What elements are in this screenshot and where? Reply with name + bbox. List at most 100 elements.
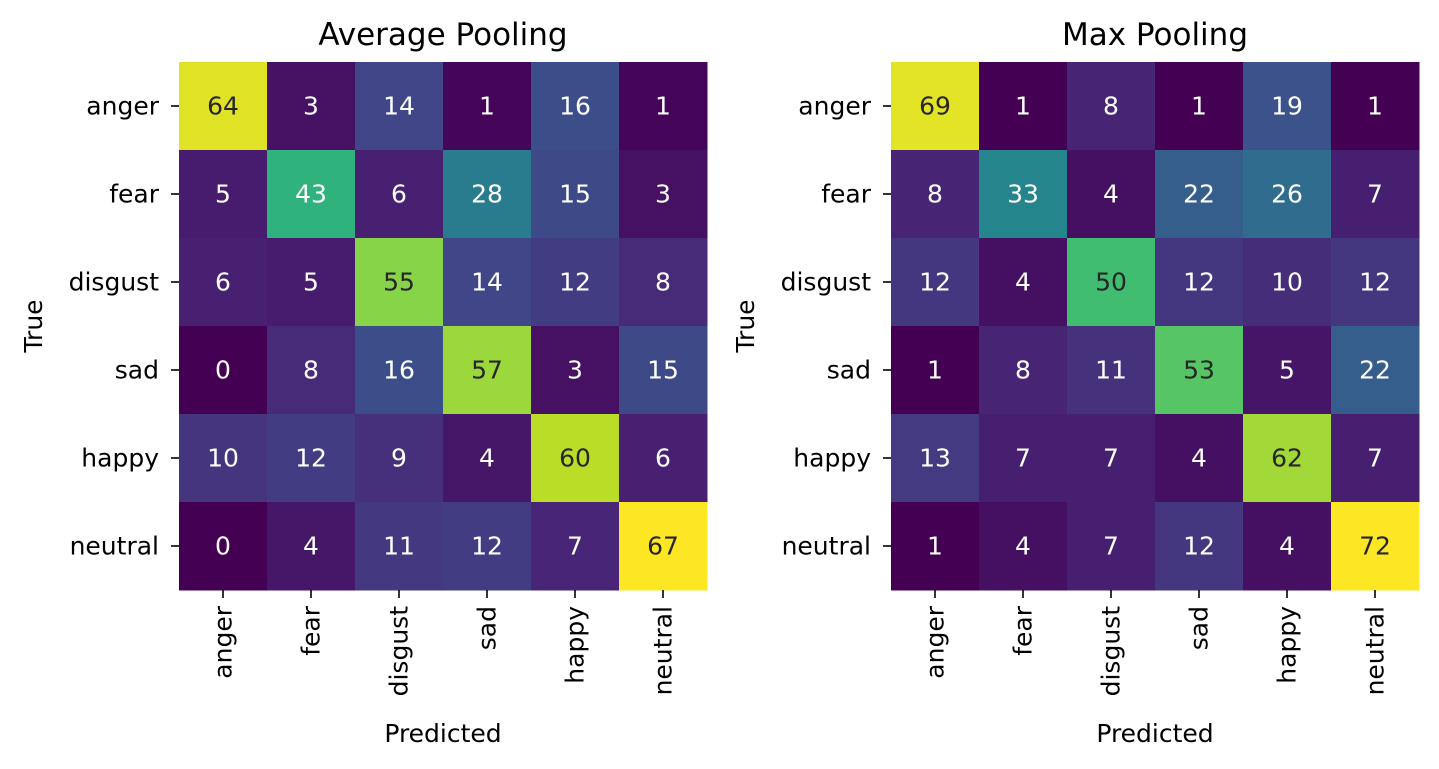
y-tick-label: disgust bbox=[69, 268, 160, 297]
cell-value-label: 12 bbox=[471, 532, 503, 561]
cell-value-label: 11 bbox=[383, 532, 415, 561]
cell-value-label: 33 bbox=[1007, 180, 1039, 209]
heatmap-cell-r1-c1 bbox=[979, 150, 1068, 239]
heatmap-cell-r1-c1 bbox=[267, 150, 356, 239]
y-tick-label: neutral bbox=[782, 532, 871, 561]
cell-value-label: 43 bbox=[295, 180, 327, 209]
cell-value-label: 69 bbox=[919, 92, 951, 121]
y-tick-label: neutral bbox=[70, 532, 159, 561]
heatmap-cell-r2-c5 bbox=[1331, 238, 1420, 327]
cell-value-label: 4 bbox=[1191, 444, 1207, 473]
heatmap-cell-r3-c1 bbox=[267, 326, 356, 415]
cell-value-label: 5 bbox=[215, 180, 231, 209]
x-tick-label: happy bbox=[1273, 606, 1302, 684]
heatmap-cell-r2-c2 bbox=[1067, 238, 1156, 327]
heatmap-cell-r4-c4 bbox=[531, 414, 620, 503]
cell-value-label: 6 bbox=[655, 444, 671, 473]
cell-value-label: 26 bbox=[1271, 180, 1303, 209]
cell-value-label: 7 bbox=[1367, 180, 1383, 209]
y-axis-label: True bbox=[19, 299, 48, 353]
y-tick-label: sad bbox=[827, 356, 871, 385]
heatmap-cell-r3-c0 bbox=[179, 326, 268, 415]
cell-value-label: 1 bbox=[1367, 92, 1383, 121]
heatmap-cell-r0-c4 bbox=[531, 62, 620, 151]
average-pooling-panel: Average Pooling Predicted True 64 3 14 1 16 1… bbox=[19, 17, 708, 748]
cell-value-label: 8 bbox=[655, 268, 671, 297]
heatmap-cell-r4-c1 bbox=[979, 414, 1068, 503]
cell-value-label: 1 bbox=[927, 356, 943, 385]
y-tick-label: sad bbox=[115, 356, 159, 385]
x-tick-label: sad bbox=[473, 606, 502, 650]
cell-value-label: 14 bbox=[471, 268, 503, 297]
heatmap-cell-r1-c3 bbox=[1155, 150, 1244, 239]
x-tick-label: anger bbox=[921, 605, 950, 678]
y-tick-label: happy bbox=[81, 444, 159, 473]
heatmap-cell-r2-c0 bbox=[891, 238, 980, 327]
heatmap-cell-r4-c5 bbox=[1331, 414, 1420, 503]
cell-value-label: 1 bbox=[479, 92, 495, 121]
y-tick-label: fear bbox=[821, 180, 872, 209]
heatmap-cell-r1-c3 bbox=[443, 150, 532, 239]
heatmap-cell-r5-c2 bbox=[1067, 502, 1156, 591]
cell-value-label: 22 bbox=[1359, 356, 1391, 385]
heatmap-cell-r2-c0 bbox=[179, 238, 268, 327]
x-tick-label: disgust bbox=[1097, 606, 1126, 697]
heatmap-cell-r5-c3 bbox=[1155, 502, 1244, 591]
cell-value-label: 12 bbox=[1183, 532, 1215, 561]
x-tick-label: happy bbox=[561, 606, 590, 684]
x-axis-label: Predicted bbox=[1096, 719, 1213, 748]
x-axis-label: Predicted bbox=[384, 719, 501, 748]
max-pooling-panel: Max Pooling Predicted True 69 1 8 1 19 1 8 33 4 2… bbox=[731, 17, 1420, 748]
y-axis-label: True bbox=[731, 299, 760, 353]
cell-value-label: 55 bbox=[383, 268, 415, 297]
heatmap-cell-r0-c5 bbox=[1331, 62, 1420, 151]
heatmap-cell-r2-c5 bbox=[619, 238, 708, 327]
cell-value-label: 7 bbox=[1015, 444, 1031, 473]
heatmap-cell-r4-c0 bbox=[891, 414, 980, 503]
cell-value-label: 7 bbox=[567, 532, 583, 561]
cell-value-label: 4 bbox=[1103, 180, 1119, 209]
heatmap-cell-r5-c2 bbox=[355, 502, 444, 591]
cell-value-label: 6 bbox=[215, 268, 231, 297]
heatmap-cell-r3-c5 bbox=[619, 326, 708, 415]
heatmap-cell-r3-c2 bbox=[1067, 326, 1156, 415]
cell-value-label: 60 bbox=[559, 444, 591, 473]
heatmap-cell-r4-c3 bbox=[443, 414, 532, 503]
heatmap-cell-r4-c0 bbox=[179, 414, 268, 503]
heatmap-cell-r0-c5 bbox=[619, 62, 708, 151]
cell-value-label: 1 bbox=[1191, 92, 1207, 121]
cell-value-label: 4 bbox=[1015, 532, 1031, 561]
cell-value-label: 8 bbox=[927, 180, 943, 209]
heatmap-cell-r5-c1 bbox=[267, 502, 356, 591]
heatmap-cell-r5-c0 bbox=[891, 502, 980, 591]
x-tick-label: fear bbox=[1009, 605, 1038, 656]
heatmap-cell-r2-c4 bbox=[531, 238, 620, 327]
heatmap-cell-r1-c2 bbox=[355, 150, 444, 239]
heatmap-cell-r4-c3 bbox=[1155, 414, 1244, 503]
heatmap-cell-r1-c0 bbox=[179, 150, 268, 239]
cell-value-label: 62 bbox=[1271, 444, 1303, 473]
heatmap-cell-r0-c0 bbox=[891, 62, 980, 151]
heatmap-cell-r0-c1 bbox=[267, 62, 356, 151]
cell-value-label: 7 bbox=[1103, 444, 1119, 473]
x-tick-label: neutral bbox=[1361, 606, 1390, 695]
heatmap-cell-r0-c0 bbox=[179, 62, 268, 151]
cell-value-label: 6 bbox=[391, 180, 407, 209]
heatmap-cell-r2-c4 bbox=[1243, 238, 1332, 327]
cell-value-label: 0 bbox=[215, 356, 231, 385]
cell-value-label: 12 bbox=[1359, 268, 1391, 297]
heatmap-cell-r0-c3 bbox=[443, 62, 532, 151]
heatmap-cell-r1-c5 bbox=[1331, 150, 1420, 239]
heatmap-cell-r0-c2 bbox=[1067, 62, 1156, 151]
cell-value-label: 67 bbox=[647, 532, 679, 561]
cell-value-label: 11 bbox=[1095, 356, 1127, 385]
heatmap-cell-r5-c1 bbox=[979, 502, 1068, 591]
cell-value-label: 10 bbox=[1271, 268, 1303, 297]
cell-value-label: 16 bbox=[383, 356, 415, 385]
heatmap-cell-r1-c0 bbox=[891, 150, 980, 239]
heatmap-cell-r1-c4 bbox=[1243, 150, 1332, 239]
cell-value-label: 8 bbox=[1015, 356, 1031, 385]
heatmap-cell-r2-c1 bbox=[267, 238, 356, 327]
heatmap-cell-r0-c3 bbox=[1155, 62, 1244, 151]
